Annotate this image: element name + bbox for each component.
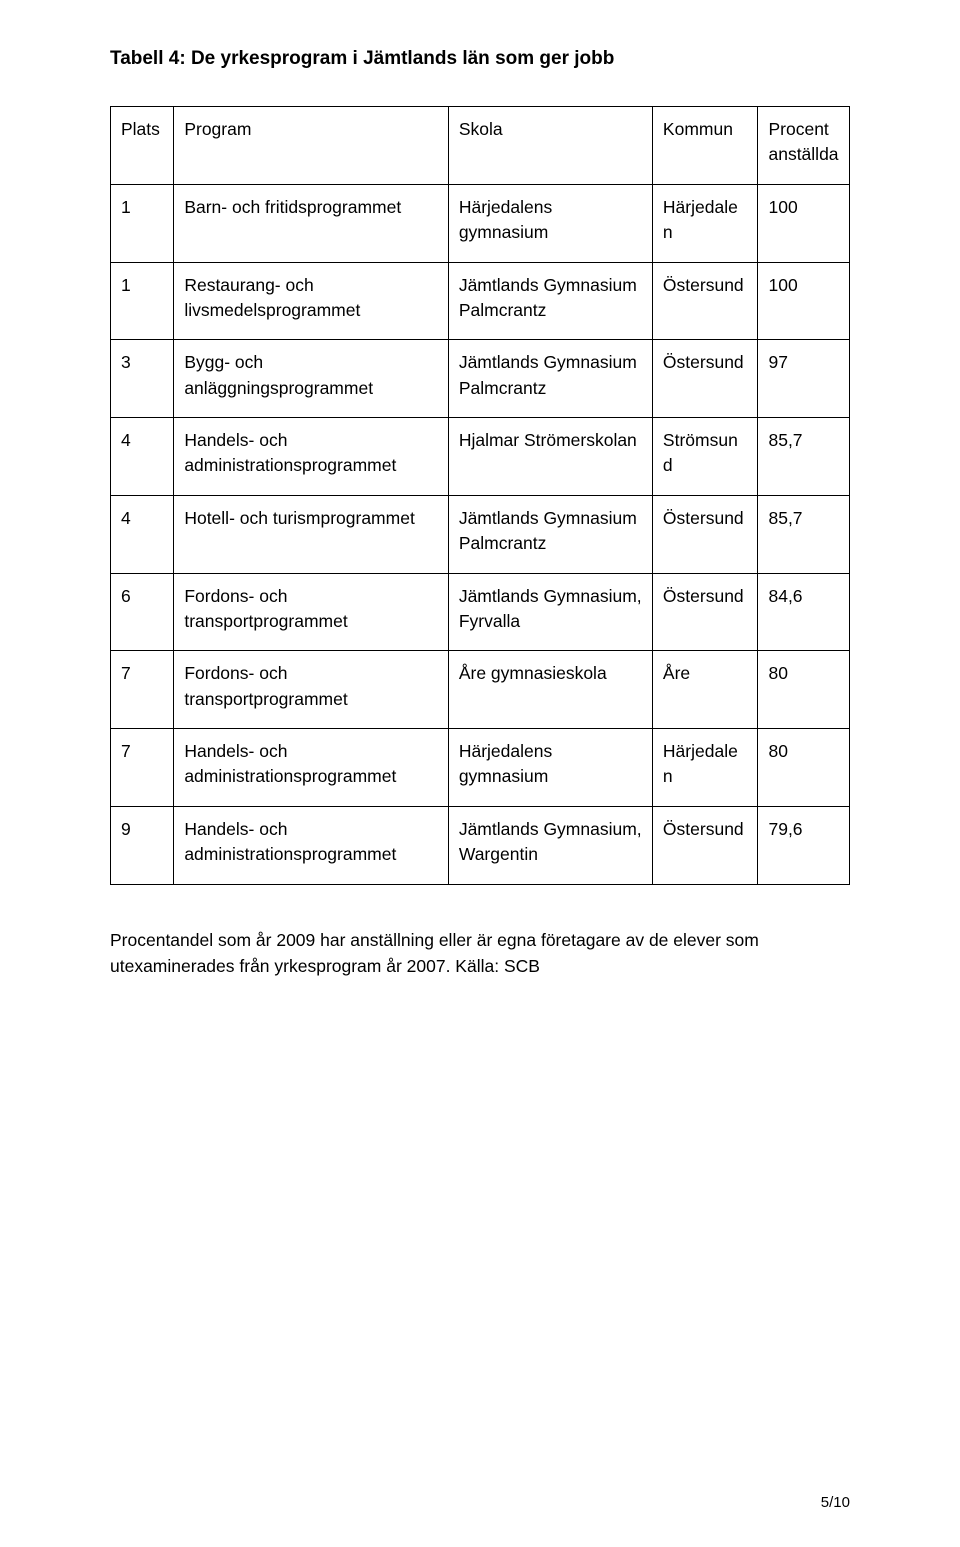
- table-row: 4 Hotell- och turismprogrammet Jämtlands…: [111, 495, 850, 573]
- cell-procent: 79,6: [758, 806, 850, 884]
- cell-program: Hotell- och turismprogrammet: [174, 495, 449, 573]
- cell-skola: Härjedalens gymnasium: [448, 729, 652, 807]
- cell-skola: Jämtlands Gymnasium Palmcrantz: [448, 495, 652, 573]
- cell-skola: Jämtlands Gymnasium Palmcrantz: [448, 340, 652, 418]
- table-row: 9 Handels- och administrationsprogrammet…: [111, 806, 850, 884]
- cell-procent: 85,7: [758, 495, 850, 573]
- cell-kommun: Åre: [652, 651, 758, 729]
- cell-skola: Hjalmar Strömerskolan: [448, 418, 652, 496]
- page: Tabell 4: De yrkesprogram i Jämtlands lä…: [0, 0, 960, 1547]
- cell-plats: 7: [111, 729, 174, 807]
- cell-program: Bygg- och anläggningsprogrammet: [174, 340, 449, 418]
- cell-procent: 80: [758, 729, 850, 807]
- table-header-row: Plats Program Skola Kommun Procent anstä…: [111, 107, 850, 185]
- cell-plats: 9: [111, 806, 174, 884]
- cell-plats: 1: [111, 184, 174, 262]
- col-kommun: Kommun: [652, 107, 758, 185]
- cell-program: Handels- och administrationsprogrammet: [174, 418, 449, 496]
- cell-program: Handels- och administrationsprogrammet: [174, 729, 449, 807]
- cell-kommun: Härjedalen: [652, 729, 758, 807]
- programs-table: Plats Program Skola Kommun Procent anstä…: [110, 106, 850, 885]
- cell-kommun: Östersund: [652, 262, 758, 340]
- cell-plats: 4: [111, 418, 174, 496]
- table-body: 1 Barn- och fritidsprogrammet Härjedalen…: [111, 184, 850, 884]
- page-number: 5/10: [821, 1494, 850, 1511]
- table-row: 7 Handels- och administrationsprogrammet…: [111, 729, 850, 807]
- source-note: Procentandel som år 2009 har anställning…: [110, 927, 850, 980]
- col-procent: Procent anställda: [758, 107, 850, 185]
- cell-program: Barn- och fritidsprogrammet: [174, 184, 449, 262]
- cell-skola: Jämtlands Gymnasium Palmcrantz: [448, 262, 652, 340]
- cell-procent: 85,7: [758, 418, 850, 496]
- col-plats: Plats: [111, 107, 174, 185]
- table-row: 7 Fordons- och transportprogrammet Åre g…: [111, 651, 850, 729]
- col-skola: Skola: [448, 107, 652, 185]
- cell-plats: 7: [111, 651, 174, 729]
- cell-kommun: Strömsund: [652, 418, 758, 496]
- cell-program: Restaurang- och livsmedelsprogrammet: [174, 262, 449, 340]
- cell-plats: 4: [111, 495, 174, 573]
- cell-plats: 6: [111, 573, 174, 651]
- cell-program: Handels- och administrationsprogrammet: [174, 806, 449, 884]
- cell-procent: 84,6: [758, 573, 850, 651]
- table-row: 1 Barn- och fritidsprogrammet Härjedalen…: [111, 184, 850, 262]
- cell-procent: 97: [758, 340, 850, 418]
- table-row: 1 Restaurang- och livsmedelsprogrammet J…: [111, 262, 850, 340]
- cell-skola: Härjedalens gymnasium: [448, 184, 652, 262]
- cell-plats: 3: [111, 340, 174, 418]
- table-row: 3 Bygg- och anläggningsprogrammet Jämtla…: [111, 340, 850, 418]
- cell-skola: Jämtlands Gymnasium, Wargentin: [448, 806, 652, 884]
- cell-skola: Jämtlands Gymnasium, Fyrvalla: [448, 573, 652, 651]
- cell-skola: Åre gymnasieskola: [448, 651, 652, 729]
- cell-kommun: Östersund: [652, 573, 758, 651]
- cell-kommun: Östersund: [652, 495, 758, 573]
- cell-procent: 100: [758, 184, 850, 262]
- table-row: 4 Handels- och administrationsprogrammet…: [111, 418, 850, 496]
- table-row: 6 Fordons- och transportprogrammet Jämtl…: [111, 573, 850, 651]
- cell-procent: 80: [758, 651, 850, 729]
- cell-plats: 1: [111, 262, 174, 340]
- cell-kommun: Östersund: [652, 806, 758, 884]
- cell-program: Fordons- och transportprogrammet: [174, 573, 449, 651]
- col-program: Program: [174, 107, 449, 185]
- cell-procent: 100: [758, 262, 850, 340]
- cell-kommun: Härjedalen: [652, 184, 758, 262]
- cell-kommun: Östersund: [652, 340, 758, 418]
- cell-program: Fordons- och transportprogrammet: [174, 651, 449, 729]
- table-title: Tabell 4: De yrkesprogram i Jämtlands lä…: [110, 48, 850, 70]
